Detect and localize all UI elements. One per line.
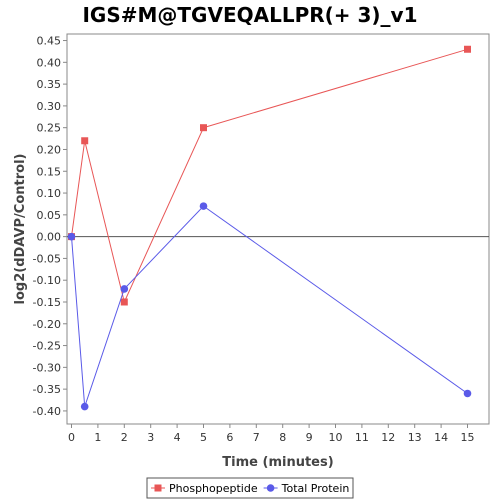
data-point: [80, 402, 89, 411]
data-point: [81, 137, 89, 145]
x-tick-label: 2: [121, 431, 128, 444]
y-tick-label: -0.15: [33, 296, 61, 309]
x-tick-label: 15: [461, 431, 475, 444]
y-tick-label: 0.10: [37, 187, 62, 200]
y-tick-label: 0.25: [37, 122, 62, 135]
y-tick-label: -0.05: [33, 252, 61, 265]
x-tick-label: 1: [94, 431, 101, 444]
y-tick-label: 0.30: [37, 100, 62, 113]
y-tick-label: -0.10: [33, 274, 61, 287]
y-tick-label: -0.20: [33, 318, 61, 331]
x-tick-label: 9: [306, 431, 313, 444]
y-axis-label: log2(dDAVP/Control): [13, 154, 28, 305]
legend-label: Total Protein: [281, 482, 350, 495]
y-axis: 0.45 0.40 0.35 0.30 0.25 0.20 0.15 0.10 0.05 0.00…: [33, 35, 67, 418]
x-tick-label: 8: [279, 431, 286, 444]
data-point: [120, 298, 128, 306]
y-tick-label: 0.20: [37, 143, 62, 156]
x-tick-label: 14: [434, 431, 448, 444]
series-layer: [67, 45, 472, 411]
x-tick-label: 12: [381, 431, 395, 444]
y-tick-label: 0.45: [37, 35, 62, 48]
data-point: [464, 45, 471, 53]
legend-label: Phosphopeptide: [169, 482, 258, 495]
legend-marker: [266, 484, 275, 492]
x-tick-label: 4: [174, 431, 181, 444]
y-tick-label: -0.40: [33, 405, 61, 418]
x-tick-label: 13: [408, 431, 422, 444]
x-axis: 0 1 2 3 4 5 6 7 8 9 10 11 12 13 14 15: [68, 424, 475, 444]
y-tick-label: -0.30: [33, 361, 61, 374]
legend-box: [146, 477, 354, 499]
data-point: [67, 232, 76, 241]
y-tick-label: -0.35: [33, 383, 61, 396]
y-tick-label: -0.25: [33, 340, 61, 353]
x-tick-label: 6: [226, 431, 233, 444]
data-point: [200, 124, 207, 132]
data-point: [120, 285, 129, 293]
y-tick-label: 0.40: [37, 56, 62, 69]
legend-marker: [154, 484, 162, 492]
data-point: [199, 202, 208, 210]
x-tick-label: 0: [68, 431, 75, 444]
x-tick-label: 11: [355, 431, 369, 444]
y-tick-label: 0.00: [37, 231, 62, 244]
y-tick-label: 0.35: [37, 78, 62, 91]
chart-title: IGS#M@TGVEQALLPR(+ 3)_v1: [82, 3, 417, 27]
x-tick-label: 5: [200, 431, 207, 444]
y-tick-label: 0.15: [37, 165, 62, 178]
data-point: [463, 389, 472, 398]
x-tick-label: 10: [329, 431, 343, 444]
plot-area: [66, 33, 490, 425]
legend: Phosphopeptide Total Protein: [146, 477, 354, 499]
x-tick-label: 3: [147, 431, 154, 444]
x-tick-label: 7: [253, 431, 260, 444]
y-tick-label: 0.05: [37, 209, 62, 222]
x-axis-label: Time (minutes): [222, 455, 333, 470]
